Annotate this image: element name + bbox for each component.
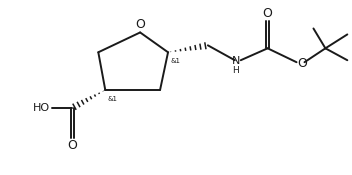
Text: HO: HO: [33, 103, 50, 113]
Text: O: O: [135, 18, 145, 32]
Text: &1: &1: [170, 58, 180, 64]
Text: O: O: [68, 139, 77, 152]
Text: &1: &1: [107, 96, 117, 102]
Text: O: O: [263, 6, 272, 20]
Text: H: H: [232, 66, 239, 75]
Text: O: O: [297, 57, 307, 70]
Text: N: N: [232, 56, 240, 66]
